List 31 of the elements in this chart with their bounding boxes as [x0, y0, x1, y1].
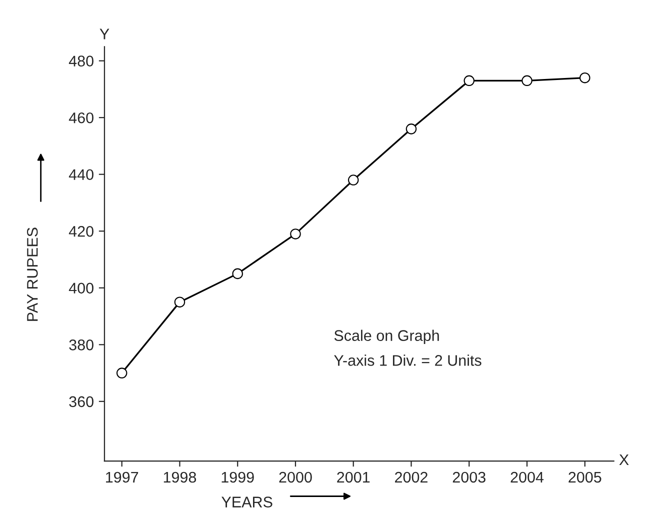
x-axis-title: YEARS	[222, 496, 272, 508]
annotation: Y-axis 1 Div. = 2 Units	[334, 354, 482, 366]
x-tick-label: 2005	[568, 472, 602, 483]
y-tick-label: 480	[68, 56, 94, 66]
y-axis-title: PAY RUPEES	[26, 228, 38, 321]
x-tick-label: 1999	[222, 472, 254, 483]
x-tick-label: 2000	[279, 472, 312, 483]
text: Y	[100, 28, 110, 40]
x-tick-label: 2003	[452, 472, 486, 483]
point	[406, 124, 417, 134]
point	[174, 296, 186, 308]
point	[464, 75, 474, 86]
y-tick-label: 440	[68, 169, 94, 180]
y-tick-label: 460	[68, 112, 94, 124]
point	[580, 72, 590, 84]
y-tick-label: 400	[68, 282, 94, 294]
x-tick-label: 2004	[510, 472, 544, 483]
annotation: Scale on Graph	[334, 330, 439, 344]
y-tick-label: 420	[68, 226, 94, 237]
point	[290, 228, 301, 240]
text: X	[619, 454, 629, 465]
point	[348, 174, 359, 186]
x-tick-label: 1998	[164, 472, 196, 483]
point	[116, 368, 128, 378]
y-tick-label: 360	[69, 396, 94, 408]
point	[232, 268, 243, 280]
x-tick-label: 1997	[106, 472, 138, 483]
y-tick-label: 380	[69, 340, 94, 350]
point	[522, 75, 532, 86]
x-tick-label: 2002	[395, 472, 428, 483]
x-tick-label: 2001	[337, 472, 370, 483]
